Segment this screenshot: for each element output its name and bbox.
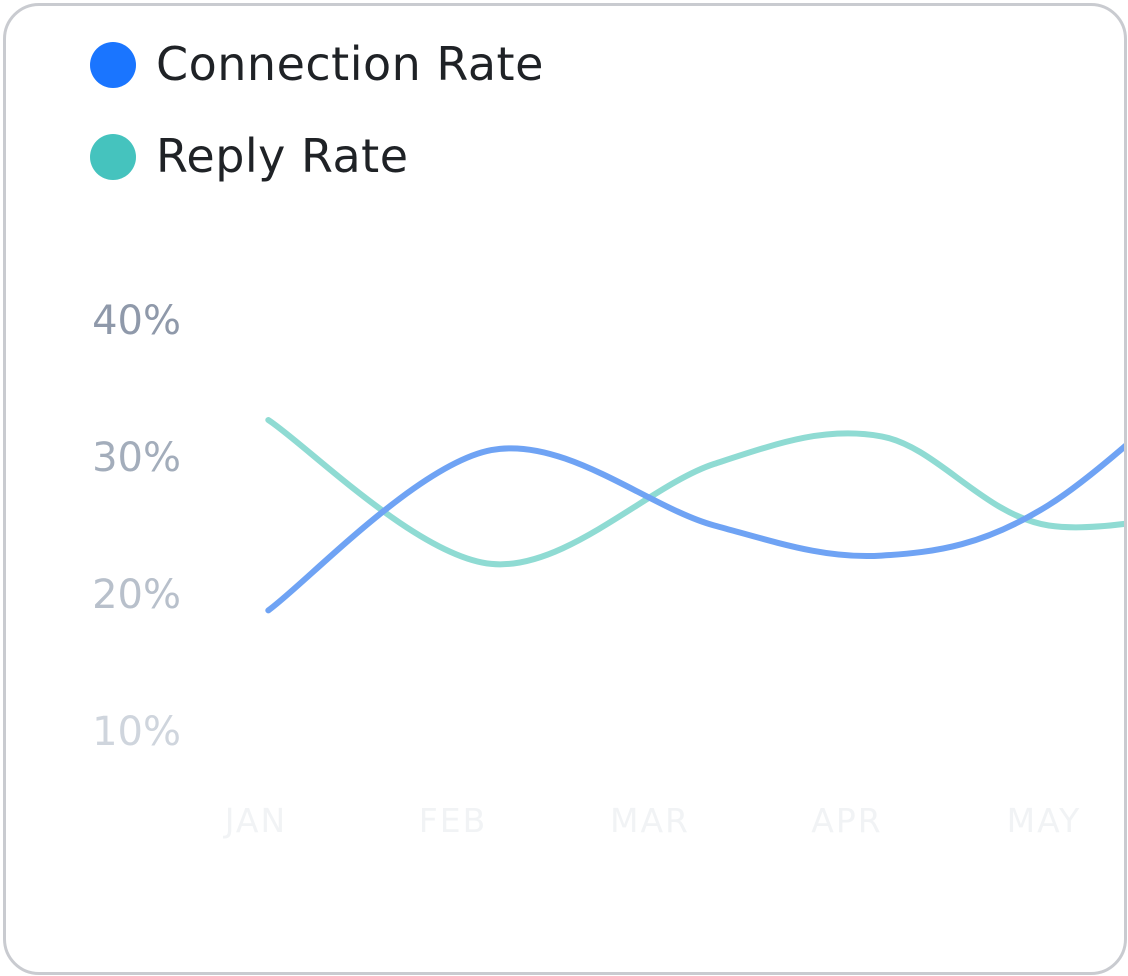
y-axis-ticks: 40% 30% 20% 10% <box>92 298 181 755</box>
x-tick-label: APR <box>811 801 882 840</box>
y-tick-label: 20% <box>92 572 181 618</box>
series-line-connection-rate[interactable] <box>265 313 1124 614</box>
y-tick-label: 10% <box>92 709 181 755</box>
legend-label-reply-rate: Reply Rate <box>156 129 409 183</box>
series-line-reply-rate[interactable] <box>265 417 1124 568</box>
x-tick-label: MAR <box>610 801 690 840</box>
x-tick-label: FEB <box>419 801 487 840</box>
x-tick-label: MAY <box>1007 801 1082 840</box>
line-chart: 40% 30% 20% 10% JAN FEB MAR APR MAY <box>92 278 1124 840</box>
legend-label-connection-rate: Connection Rate <box>156 37 544 91</box>
series-lines <box>265 313 1124 614</box>
x-tick-label: JAN <box>223 801 287 840</box>
y-tick-label: 30% <box>92 435 181 481</box>
x-axis-ticks: JAN FEB MAR APR MAY <box>223 801 1082 840</box>
legend-dot-connection-rate <box>90 42 136 88</box>
y-tick-label: 40% <box>92 298 181 344</box>
legend-dot-reply-rate <box>90 134 136 180</box>
chart-card: Connection Rate Reply Rate 40% 30% 20% 10% … <box>3 3 1127 975</box>
